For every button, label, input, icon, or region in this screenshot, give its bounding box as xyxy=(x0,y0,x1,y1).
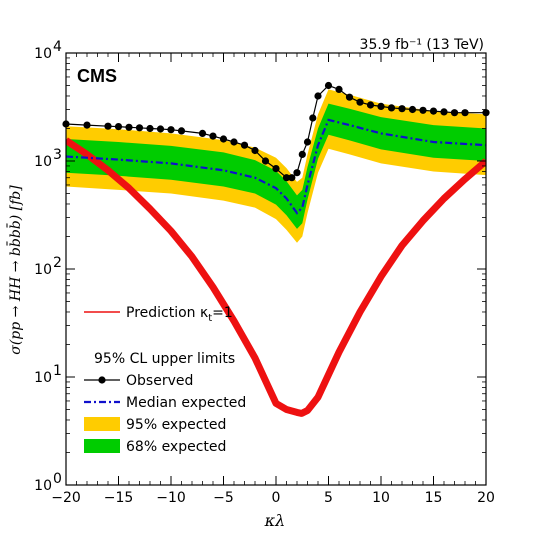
observed-point xyxy=(429,107,438,115)
observed-point xyxy=(125,123,133,131)
legend-band68-label: 68% expected xyxy=(126,439,226,455)
observed-point xyxy=(366,101,375,109)
legend: Prediction κt=1 95% CL upper limits Obse… xyxy=(84,305,246,455)
observed-point xyxy=(272,165,280,173)
observed-point xyxy=(209,132,217,140)
x-tick-label: 15 xyxy=(425,490,443,506)
median-expected-line xyxy=(66,118,486,215)
observed-point xyxy=(419,106,427,114)
x-tick-label: 5 xyxy=(324,490,333,506)
legend-band68-swatch xyxy=(84,439,120,453)
cms-label: CMS xyxy=(77,66,117,86)
x-tick-label: −10 xyxy=(156,490,186,506)
observed-point xyxy=(83,121,91,129)
x-axis-label: κλ xyxy=(264,511,286,530)
x-tick-label: 20 xyxy=(477,490,495,506)
prediction-curve xyxy=(66,137,486,417)
legend-observed-label: Observed xyxy=(126,373,193,389)
legend-band95-swatch xyxy=(84,417,120,431)
observed-point xyxy=(309,114,317,122)
observed-point xyxy=(450,109,459,117)
x-tick-label: −5 xyxy=(213,490,234,506)
y-tick-label: 10 xyxy=(34,370,52,386)
observed-point xyxy=(335,85,343,93)
legend-observed-marker xyxy=(98,376,106,384)
observed-point xyxy=(146,124,154,133)
observed-point xyxy=(230,138,238,146)
observed-point xyxy=(219,135,228,143)
x-tick-label: −20 xyxy=(51,490,81,506)
observed-point xyxy=(408,105,417,114)
observed-point xyxy=(324,81,333,90)
y-tick-label: 10 xyxy=(34,154,52,170)
y-tick-exponent: 2 xyxy=(53,255,62,271)
observed-point xyxy=(303,138,312,146)
band-68-expected xyxy=(66,103,486,229)
observed-line xyxy=(66,84,486,179)
x-tick-label: −15 xyxy=(104,490,134,506)
observed-point xyxy=(440,108,448,116)
x-tick-label: 0 xyxy=(272,490,281,506)
lumi-label: 35.9 fb⁻¹ (13 TeV) xyxy=(360,37,484,53)
observed-point xyxy=(356,98,364,106)
observed-point xyxy=(345,93,354,101)
observed-point xyxy=(282,174,291,182)
observed-point xyxy=(251,146,259,155)
legend-prediction-text: Prediction κ xyxy=(126,305,208,321)
curves xyxy=(66,84,486,417)
observed-point xyxy=(387,104,396,112)
legend-prediction-tail: =1 xyxy=(212,305,233,321)
observed-point xyxy=(167,126,175,134)
observed-point xyxy=(314,92,322,100)
legend-band95-label: 95% expected xyxy=(126,417,226,433)
observed-point xyxy=(298,150,306,158)
y-tick-exponent: 3 xyxy=(53,147,62,163)
y-tick-exponent: 0 xyxy=(53,471,62,487)
observed-point xyxy=(240,141,249,149)
observed-point xyxy=(198,129,207,137)
y-tick-label: 10 xyxy=(34,262,52,278)
observed-point xyxy=(156,125,165,133)
legend-prediction-sub: t xyxy=(208,313,212,324)
observed-point xyxy=(261,157,270,165)
observed-point xyxy=(135,124,144,132)
y-tick-exponent: 4 xyxy=(53,39,62,55)
y-axis-label: σ(pp → HH → bb̄bb̄) [fb] xyxy=(6,185,24,355)
observed-point xyxy=(288,174,296,182)
observed-point xyxy=(461,109,469,117)
observed-point xyxy=(398,105,406,113)
observed-points xyxy=(62,81,490,182)
legend-header: 95% CL upper limits xyxy=(94,351,235,367)
y-tick-exponent: 1 xyxy=(53,363,62,379)
observed-point xyxy=(114,123,123,131)
observed-point xyxy=(177,127,186,135)
legend-median-label: Median expected xyxy=(126,395,246,411)
y-tick-label: 10 xyxy=(34,478,52,494)
observed-point xyxy=(377,102,385,110)
x-tick-label: 10 xyxy=(372,490,390,506)
y-tick-label: 10 xyxy=(34,46,52,62)
legend-prediction-label: Prediction κt=1 xyxy=(126,305,233,324)
observed-point xyxy=(293,169,301,177)
observed-point xyxy=(104,122,112,130)
